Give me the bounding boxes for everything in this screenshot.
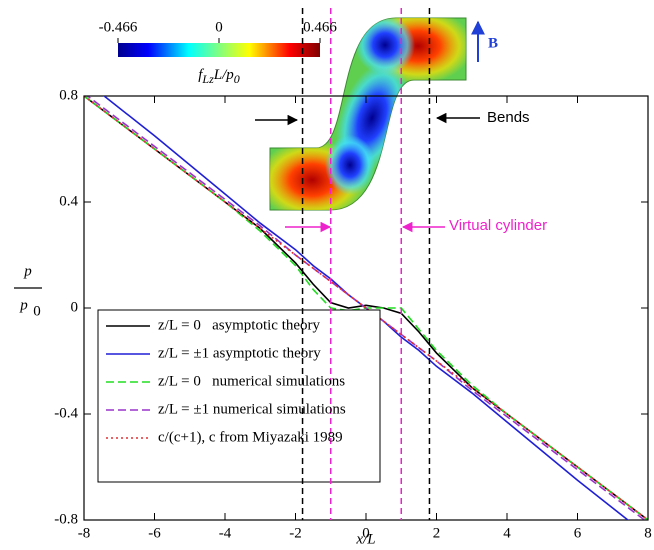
x-tick-label: 8 — [644, 525, 652, 541]
colorbar-tick-label: -0.466 — [99, 19, 138, 35]
cylinder-label: Virtual cylinder — [449, 217, 547, 234]
legend-label: z/L = ±1 asymptotic theory — [158, 345, 321, 361]
colorbar-label-part: L/p — [213, 67, 235, 83]
colorbar-label-part: 0 — [234, 72, 240, 86]
x-tick-label: 2 — [433, 525, 441, 541]
colorbar-tick-label: 0 — [215, 19, 223, 35]
colorbar-tick-label: 0.466 — [303, 19, 337, 35]
x-tick-label: 0 — [362, 525, 370, 541]
series-line — [84, 96, 648, 520]
x-tick-label: -2 — [289, 525, 302, 541]
legend-label: z/L = ±1 numerical simulations — [158, 401, 346, 417]
x-tick-label: -8 — [78, 525, 91, 541]
legend-label: z/L = 0 numerical simulations — [158, 373, 345, 389]
legend-label: z/L = 0 asymptotic theory — [158, 317, 321, 333]
y-axis-label: 0 — [33, 303, 41, 319]
y-tick-label: 0.4 — [59, 193, 78, 209]
field-label: B — [488, 35, 498, 51]
y-tick-label: -0.8 — [54, 511, 78, 527]
colorbar-label-part: Lz — [201, 72, 214, 86]
legend — [97, 309, 381, 483]
y-axis-label: p — [23, 263, 32, 279]
pipe-inset — [269, 17, 467, 211]
colorbar — [118, 43, 320, 57]
colorbar-label: fLzL/p0 — [198, 67, 240, 85]
y-tick-label: 0.8 — [59, 87, 78, 103]
x-axis-label: x/L — [355, 531, 375, 547]
x-tick-label: -4 — [219, 525, 232, 541]
y-tick-label: -0.4 — [54, 405, 78, 421]
series-line — [86, 96, 646, 520]
x-tick-label: 6 — [574, 525, 582, 541]
legend-label: c/(c+1), c from Miyazaki 1989 — [158, 429, 343, 445]
bends-label: Bends — [487, 109, 530, 126]
x-tick-label: -6 — [148, 525, 161, 541]
y-tick-label: 0 — [71, 299, 79, 315]
x-tick-label: 4 — [503, 525, 511, 541]
y-axis-label: p — [19, 297, 28, 313]
colorbar-label-part: f — [198, 67, 204, 83]
